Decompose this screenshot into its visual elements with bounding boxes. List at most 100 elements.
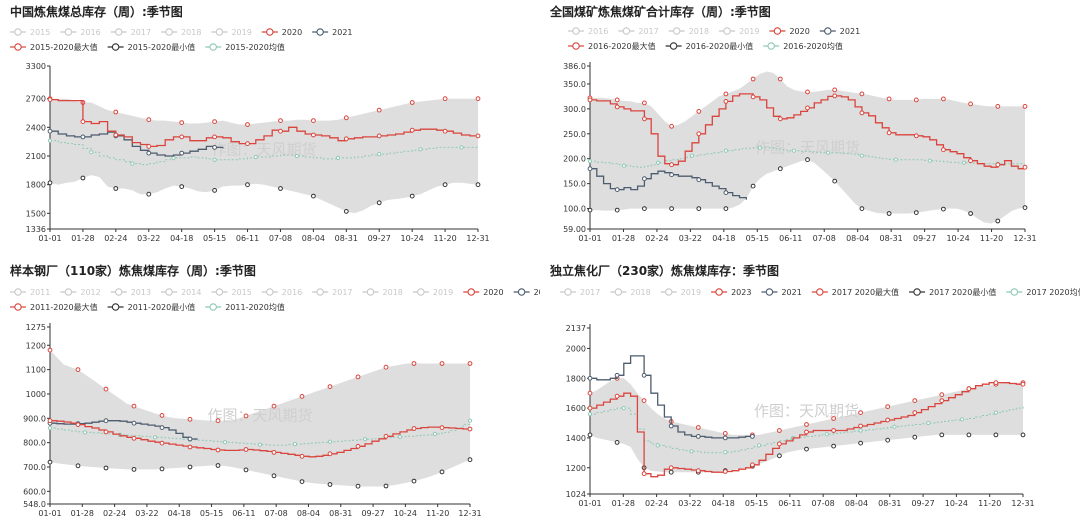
series-point [695,425,701,430]
legend-item[interactable]: 2020 [769,27,810,36]
legend-label: 2016 [588,27,608,36]
legend-item[interactable]: 2018 [610,288,651,297]
legend-item[interactable]: 2021 [312,28,353,37]
legend-item[interactable]: 2021 [819,27,860,36]
legend-label: 2016 [282,288,302,297]
y-tick-label: 1275 [26,323,46,332]
legend-item[interactable]: 2011-2020最小值 [107,302,196,312]
series-point [777,166,783,172]
series-point [146,150,152,156]
series-point [669,206,675,212]
legend-item[interactable]: 2017 2020均值 [1006,287,1080,297]
x-tick-label: 04-18 [712,234,735,243]
legend-item[interactable]: 2019 [660,288,701,297]
legend-item[interactable]: 2019 [412,288,453,297]
series-point [103,386,109,392]
series-point [669,162,675,168]
series-point [146,117,152,123]
series-point [362,437,368,442]
legend-item[interactable]: 2011-2020最大值 [10,302,98,312]
legend-item[interactable]: 2018 [161,28,201,37]
series-point [892,424,897,429]
series-point [253,154,258,160]
y-tick-label: 1200 [566,464,586,473]
series-line [590,382,1023,478]
x-tick-label: 12-31 [466,234,489,243]
legend-item[interactable]: 2015-2020最大值 [10,42,98,52]
chart-panel-3: 独立焦化厂（230家）炼焦煤库存：季节图 2017 2018 2019 2023 2021… [540,262,1080,524]
legend-item[interactable]: 2019 [719,27,759,36]
series-point [439,361,445,366]
legend-item[interactable]: 2015-2020均值 [205,42,285,52]
legend-item[interactable]: 2017 2020最大值 [811,287,899,297]
legend-label: 2019 [739,27,759,36]
legend-item[interactable]: 2016 [568,27,608,36]
legend-marker [816,288,824,296]
series-point [723,190,729,196]
legend-item[interactable]: 2011 [10,288,50,297]
legend-item[interactable]: 2016-2020最大值 [568,41,656,51]
series-point [587,375,593,381]
legend-item[interactable]: 2016-2020最小值 [665,41,754,51]
legend-marker [215,288,224,296]
series-point [668,423,674,429]
legend-item[interactable]: 2021 [761,288,802,297]
series-point [777,116,783,122]
legend-label: 2016-2020最小值 [686,41,754,51]
series-point [292,442,298,447]
legend-item[interactable]: 2017 2020最小值 [909,287,996,297]
series-point [47,459,53,465]
legend-item[interactable]: 2017 [110,28,151,37]
series-point [642,176,647,182]
series-point [294,153,299,159]
series-point [859,206,865,212]
series-point [467,457,473,463]
legend-item[interactable]: 2017 [618,27,659,36]
series-current [47,97,481,149]
series-point [113,109,119,115]
legend-item[interactable]: 2013 [110,288,151,297]
series-point [642,116,647,122]
series-point [750,183,756,189]
series-point [442,128,448,134]
legend-item[interactable]: 2023 [711,288,751,297]
legend-item[interactable]: 2015 [211,288,252,297]
series-current [587,93,1028,170]
legend-item[interactable]: 2015 [10,28,50,37]
legend-item[interactable]: 2014 [161,288,201,297]
legend-item[interactable]: 2016-2020均值 [763,41,843,51]
legend-item[interactable]: 2016 [261,288,302,297]
series-point [355,374,361,380]
legend-item[interactable]: 2020 [463,288,504,297]
legend-item[interactable]: 2017 [560,288,600,297]
series-point [968,211,974,216]
series-point [587,405,593,411]
legend-item[interactable]: 2019 [211,28,252,37]
x-tick-label: 07-08 [265,509,288,518]
x-tick-label: 07-08 [812,499,835,508]
series-point [587,166,593,172]
legend-item[interactable]: 2017 [312,288,353,297]
series-point [327,384,333,389]
legend-item[interactable]: 2012 [60,288,101,297]
series-point [418,147,423,152]
legend-label: 2016-2020最大值 [588,41,656,51]
series-point [299,479,305,485]
series-point [75,367,81,372]
series-point [212,188,218,193]
series-point [777,441,782,447]
series-avg [47,138,478,166]
chart-svg-0: 中国炼焦煤总库存（周）:季节图 2015 2016 2017 2018 2019 2020 2… [10,4,490,243]
legend-item[interactable]: 2020 [261,28,302,37]
series-point [475,133,481,139]
series-point [278,128,283,134]
legend-item[interactable]: 2016 [60,28,101,37]
series-point [146,144,152,149]
legend-item[interactable]: 2011-2020均值 [205,302,285,312]
series-point [669,123,675,129]
legend-item[interactable]: 2015-2020最小值 [107,42,196,52]
x-tick-label: 06-11 [236,234,259,243]
legend-item[interactable]: 2018 [668,27,709,36]
legend-item[interactable]: 2021 [513,288,540,297]
legend-item[interactable]: 2018 [362,288,403,297]
